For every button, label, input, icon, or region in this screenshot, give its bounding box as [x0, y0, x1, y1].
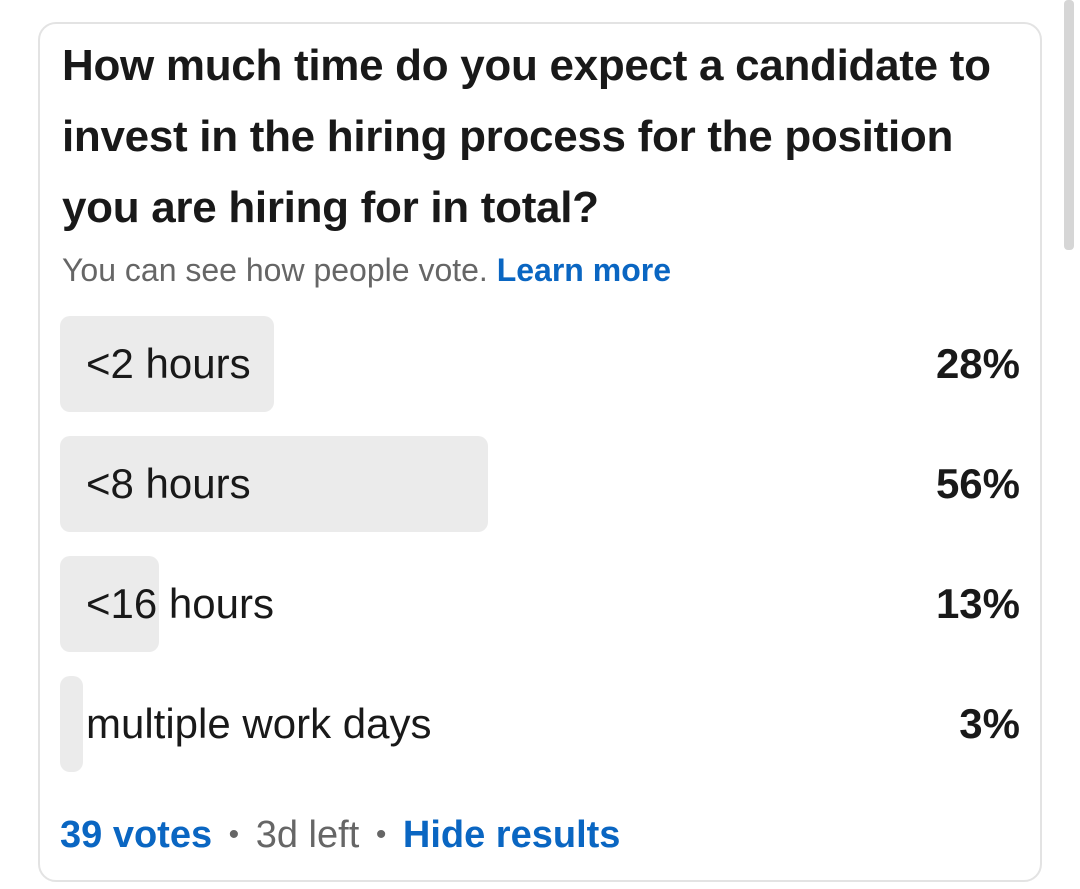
- scrollbar[interactable]: [1064, 0, 1074, 250]
- poll-option-bar: [60, 316, 274, 412]
- poll-option[interactable]: <16 hours 13%: [60, 556, 1022, 652]
- poll-option-label: <8 hours: [86, 460, 251, 507]
- poll-option-label: multiple work days: [86, 700, 432, 747]
- poll-option-percent: 3%: [959, 700, 1020, 747]
- poll-option-bar: [60, 436, 488, 532]
- poll-options: <2 hours 28% <8 hours 56% <16 hours 13% …: [60, 316, 1022, 796]
- poll-option[interactable]: multiple work days 3%: [60, 676, 1022, 772]
- learn-more-link[interactable]: Learn more: [496, 252, 671, 288]
- poll-option-label: <16 hours: [86, 580, 274, 627]
- votes-count-link[interactable]: 39 votes: [60, 814, 213, 856]
- time-left: 3d left: [255, 814, 360, 856]
- poll-option-bar: [60, 676, 83, 772]
- visibility-note: You can see how people vote.: [62, 252, 488, 288]
- poll-visibility-line: You can see how people vote. Learn more: [62, 250, 671, 290]
- poll-option-label: <2 hours: [86, 340, 251, 387]
- poll-option[interactable]: <2 hours 28%: [60, 316, 1022, 412]
- hide-results-button[interactable]: Hide results: [402, 814, 621, 856]
- poll-option-percent: 56%: [935, 460, 1020, 507]
- poll-option[interactable]: <8 hours 56%: [60, 436, 1022, 532]
- poll-option-percent: 28%: [935, 340, 1020, 387]
- separator-dot: •: [228, 818, 240, 851]
- poll-question: How much time do you expect a candidate …: [62, 41, 991, 232]
- poll-footer: 39 votes • 3d left • Hide results: [60, 812, 620, 858]
- poll-option-percent: 13%: [935, 580, 1020, 627]
- separator-dot: •: [375, 818, 387, 851]
- poll-option-bar: [60, 556, 159, 652]
